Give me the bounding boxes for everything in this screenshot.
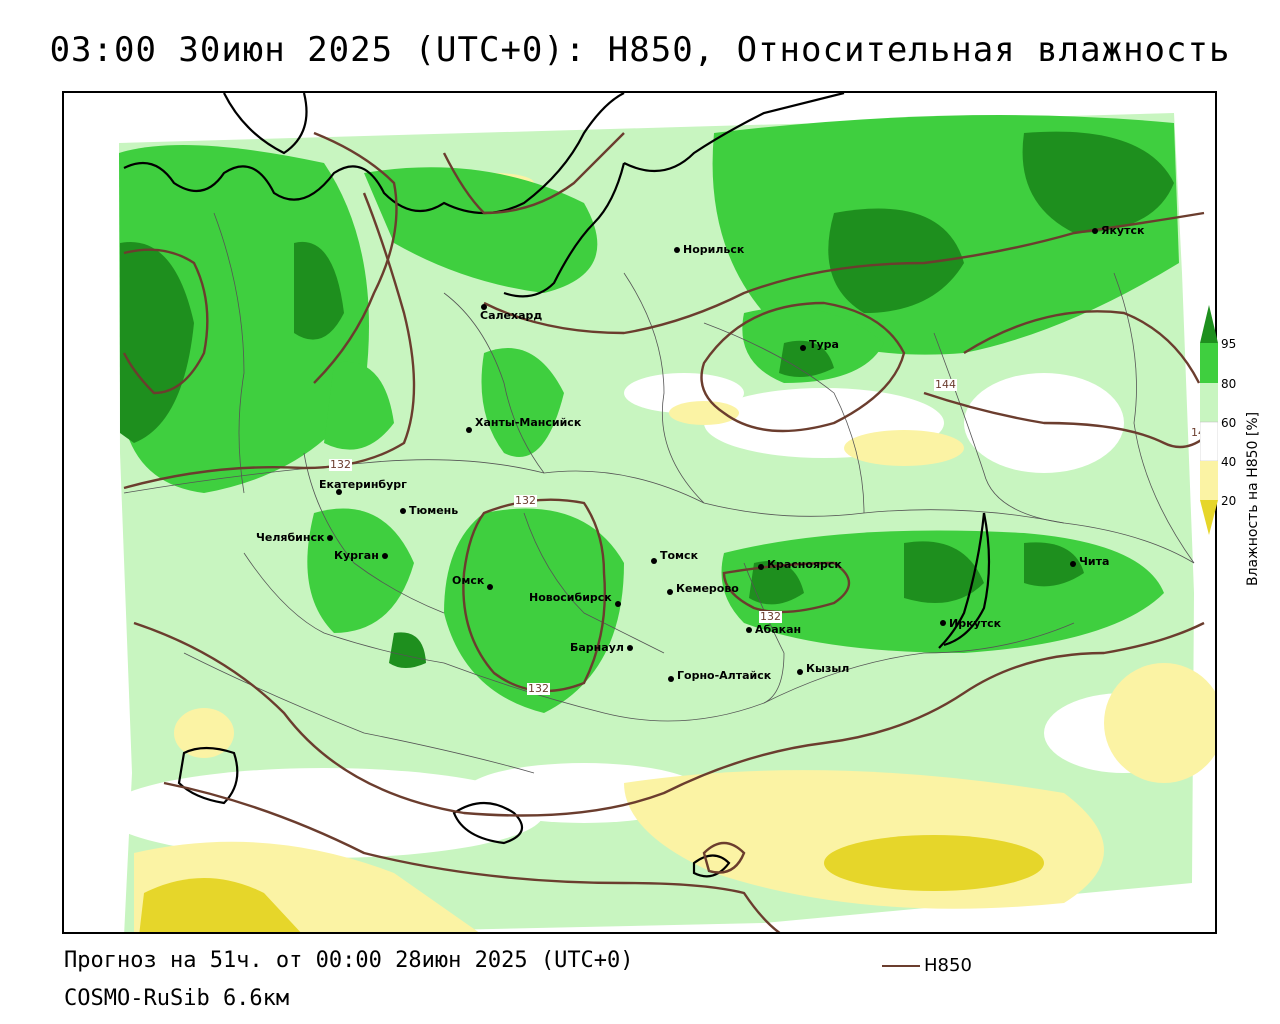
city-dot-icon — [667, 589, 673, 595]
colorbar-tick: 40 — [1221, 455, 1237, 469]
colorbar-tick: 95 — [1221, 337, 1237, 351]
colorbar-tick: 80 — [1221, 377, 1237, 391]
city-dot-icon — [400, 507, 406, 514]
city-marker[interactable]: Красноярск — [758, 558, 842, 571]
city-label: Кемерово — [676, 581, 739, 595]
contour-label: 132 — [514, 494, 537, 507]
city-marker[interactable]: Новосибирск — [529, 587, 624, 607]
city-marker[interactable]: Тура — [800, 338, 839, 351]
city-dot-icon — [668, 676, 674, 682]
city-label: Якутск — [1101, 224, 1145, 237]
city-dot-icon — [651, 558, 657, 564]
city-label: Барнаул — [570, 641, 624, 654]
city-label: Чита — [1079, 555, 1110, 568]
h850-contours — [122, 131, 1205, 932]
city-label: Тюмень — [409, 504, 459, 517]
city-dot-icon — [626, 644, 633, 651]
city-label: Красноярск — [767, 558, 842, 571]
contour-label: 132 — [527, 682, 550, 695]
colorbar-band — [1200, 461, 1218, 500]
city-dot-icon — [940, 619, 946, 626]
dark-yellow-areas — [139, 835, 1044, 932]
city-dot-icon — [746, 626, 752, 633]
contour-label: 132 — [759, 610, 782, 623]
city-dot-icon — [1092, 227, 1098, 234]
city-marker[interactable]: Иркутск — [940, 615, 1001, 630]
colorbar-tick: 20 — [1221, 494, 1237, 508]
city-label: Новосибирск — [529, 590, 612, 604]
colorbar-band — [1200, 421, 1218, 462]
city-dot-icon — [797, 669, 803, 675]
city-label: Екатеринбург — [319, 477, 407, 491]
city-marker[interactable]: Барнаул — [570, 641, 636, 654]
map-title: 03:00 30июн 2025 (UTC+0): H850, Относите… — [49, 30, 1231, 70]
city-dot-icon — [327, 534, 334, 541]
city-dot-icon — [1070, 560, 1076, 567]
city-label: Салехард — [480, 309, 543, 322]
city-label: Горно-Алтайск — [677, 668, 772, 682]
city-dot-icon — [481, 303, 487, 310]
contour-legend-label: H850 — [924, 955, 972, 976]
city-dot-icon — [614, 601, 621, 607]
city-marker[interactable]: Чита — [1070, 555, 1109, 568]
city-marker[interactable]: Екатеринбург — [319, 478, 407, 495]
humidity-colorbar — [1200, 305, 1218, 535]
city-marker[interactable]: Омск — [452, 574, 496, 590]
city-dot-icon — [674, 246, 680, 253]
colorbar-band — [1200, 305, 1218, 343]
city-marker[interactable]: Абакан — [746, 623, 801, 636]
city-label: Омск — [452, 573, 485, 587]
colorbar-title: Влажность на H850 [%] — [1245, 411, 1261, 586]
city-dot-icon — [800, 344, 806, 351]
coastlines — [123, 93, 991, 878]
city-label: Абакан — [755, 623, 802, 636]
city-marker[interactable]: Горно-Алтайск — [668, 669, 771, 682]
model-name: COSMO-RuSib 6.6км — [64, 986, 290, 1011]
city-marker[interactable]: Норильск — [674, 243, 744, 256]
city-dot-icon — [487, 584, 494, 590]
city-label: Томск — [660, 548, 699, 562]
dark-green-areas — [120, 131, 1174, 668]
map-canvas[interactable]: 132 132 132 132 144 144 Норильск Якутск … — [62, 91, 1217, 934]
contour-legend: H850 — [882, 955, 972, 976]
city-label: Норильск — [683, 243, 745, 256]
colorbar-band — [1200, 343, 1218, 383]
city-label: Тура — [809, 338, 839, 351]
city-marker[interactable]: Салехард — [480, 291, 543, 322]
city-dot-icon — [758, 563, 764, 570]
city-marker[interactable]: Ханты-Мансийск — [466, 416, 581, 433]
city-marker[interactable]: Курган — [334, 549, 391, 562]
contour-line-swatch — [882, 964, 920, 967]
city-marker[interactable]: Кызыл — [797, 662, 849, 675]
city-label: Иркутск — [949, 617, 1002, 630]
city-dot-icon — [336, 489, 342, 495]
city-label: Челябинск — [256, 531, 325, 544]
contour-label: 132 — [329, 458, 352, 471]
city-dot-icon — [381, 552, 388, 559]
city-label: Ханты-Мансийск — [475, 415, 582, 429]
city-marker[interactable]: Кемерово — [667, 582, 739, 595]
city-dot-icon — [466, 427, 472, 433]
colorbar-band — [1200, 383, 1218, 422]
city-marker[interactable]: Тюмень — [400, 504, 458, 517]
forecast-info: Прогноз на 51ч. от 00:00 28июн 2025 (UTC… — [64, 948, 634, 973]
contour-label: 144 — [934, 378, 957, 391]
city-marker[interactable]: Челябинск — [256, 531, 336, 544]
colorbar-band — [1200, 500, 1218, 535]
city-marker[interactable]: Якутск — [1092, 224, 1144, 237]
city-label: Кызыл — [806, 661, 850, 675]
colorbar-tick: 60 — [1221, 416, 1237, 430]
city-marker[interactable]: Томск — [651, 549, 698, 564]
city-label: Курган — [334, 549, 379, 562]
humidity-map-graphic — [104, 93, 1215, 932]
